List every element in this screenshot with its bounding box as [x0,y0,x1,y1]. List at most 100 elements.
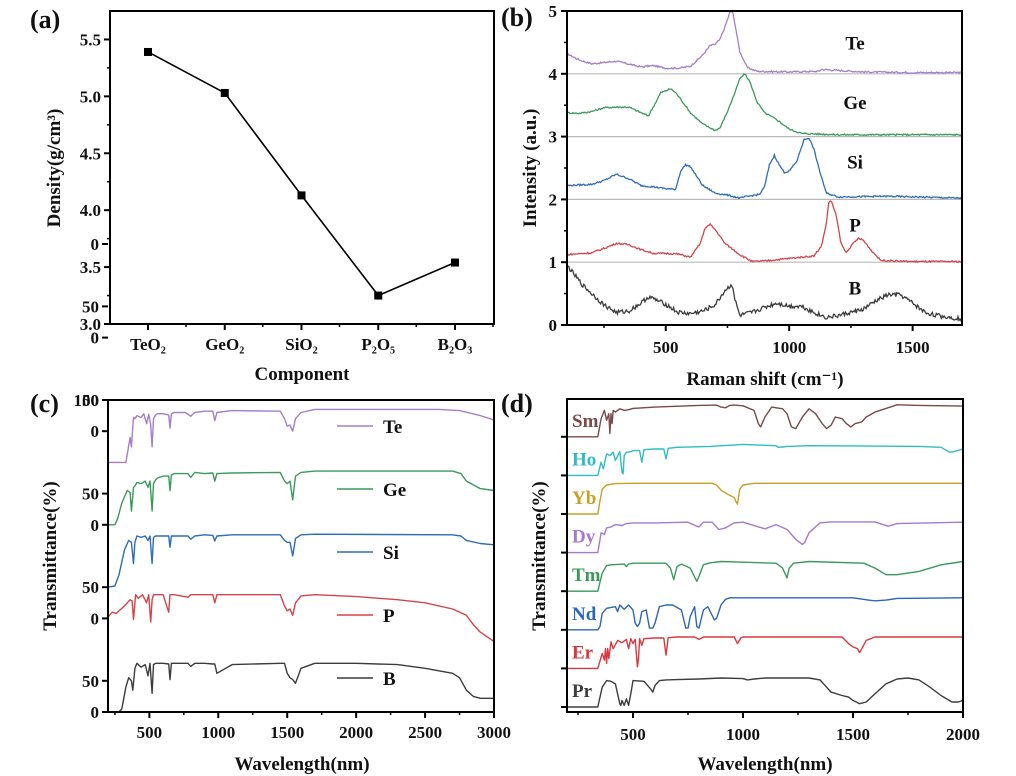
panel-d-transmittance-chart: (d) 500 1000 1500 2000 Sm Ho Yb Dy Tm Nd Er Pr Wav… [501,389,980,775]
panel-a-x-tick-label: P₂O₅ [361,335,395,354]
panel-a-y-tick-label: 3.0 [80,315,101,334]
panel-b-y-tick-label: 4 [549,65,558,84]
panel-c-series-p [107,594,495,643]
panel-c-legend-label: Ge [383,480,406,501]
panel-c-x-axis-label: Wavelength(nm) [234,754,369,775]
panel-c-series-ge [108,470,495,526]
panel-c-y-tick-label: 50 [82,391,99,410]
panel-c-label: (c) [30,389,59,418]
panel-c-x-tick-label: 2000 [339,723,373,742]
panel-b-annotations: Te Ge Si P B [843,33,866,299]
panel-a-x-tick-label: SiO₂ [285,335,318,354]
panel-a-x-tick-label: TeO₂ [130,335,166,354]
panel-b-series [566,10,963,323]
panel-b-y-tick-label: 0 [549,316,558,335]
panel-b-annotation-b: B [849,278,862,299]
panel-b-y-tick-label: 2 [549,190,558,209]
panel-a-label: (a) [30,5,60,34]
panel-d-y-ticks [561,435,567,708]
panel-a-y-tick-label: 3.5 [80,258,101,277]
panel-c-legend-item-te: Te [337,417,402,438]
panel-d-series-er [567,636,963,670]
panel-b-series-p [566,200,963,264]
panel-c-x-tick-label: 1000 [201,723,235,742]
panel-b-label: (b) [501,3,533,32]
panel-c-legend-item-b: B [337,669,396,690]
panel-c-series-si [107,533,495,588]
panel-d-x-axis-label: Wavelength(nm) [697,754,832,775]
panel-d-series [567,404,964,708]
panel-b-y-ticks: 0 1 2 3 4 5 [549,2,567,335]
panel-b-annotation-p: P [849,216,861,237]
panel-d-series-yb [567,482,963,515]
panel-d-series-pr [567,677,964,708]
panel-d-x-tick-label: 2000 [946,725,980,744]
panel-d-series-nd [567,597,964,631]
panel-b-y-tick-label: 1 [549,253,558,272]
panel-c-y-tick-label: 50 [82,297,99,316]
panel-a-x-ticks: TeO₂ GeO₂ SiO₂ P₂O₅ B₂O₃ [130,324,494,354]
panel-a-y-tick-label: 5.5 [80,30,101,49]
panel-d-series-ho [567,443,964,477]
panel-d-x-tick-label: 1500 [836,725,870,744]
panel-c-y-tick-label: 0 [91,516,100,535]
panel-a-density-chart: (a) 3.0 3.5 4.0 4.5 5.0 5.5 TeO₂ GeO₂ SiO₂ P₂O₅ B… [30,5,495,385]
panel-d-y-axis-label: Transmittance(%) [529,481,550,631]
panel-a-plot-frame [109,10,495,325]
panel-b-y-axis-label: Intensity (a.u.) [520,109,541,228]
panel-c-y-tick-label: 50 [82,578,99,597]
panel-b-annotation-ge: Ge [843,93,866,114]
panel-d-label-tm: Tm [572,565,601,586]
panel-d-label-ho: Ho [572,449,596,470]
panel-b-x-ticks: 500 1000 1500 [603,325,930,357]
panel-b-raman-chart: (b) 0 1 2 3 4 5 500 1000 1500 Te Ge Si P B Raman sh… [501,2,963,390]
panel-a-point-2 [297,191,306,200]
panel-b-x-tick-label: 500 [653,338,679,357]
panel-b-annotation-te: Te [845,33,864,54]
panel-d-x-ticks: 500 1000 1500 2000 [577,712,980,744]
panel-a-y-tick-label: 4.5 [80,144,101,163]
panel-a-y-tick-label: 4.0 [80,201,101,220]
panel-c-y-ticks: 0 50 0 50 0 50 0 50 0 50 0 100 [74,235,108,722]
panel-c-y-tick-label: 50 [82,672,99,691]
panel-b-y-tick-label: 5 [549,2,558,21]
panel-a-point-4 [451,258,459,267]
panel-d-label-er: Er [572,642,594,663]
panel-c-y-tick-label: 0 [91,329,100,348]
panel-b-series-ge [566,73,963,137]
panel-c-legend-item-si: Si [337,543,399,564]
panel-c-plot-frame [107,399,495,713]
panel-b-plot-frame [566,10,963,326]
panel-d-label-sm: Sm [572,411,599,432]
panel-b-gridlines [567,73,962,263]
panel-d-series-tm [567,560,964,592]
panel-a-y-ticks: 3.0 3.5 4.0 4.5 5.0 5.5 [80,30,110,334]
panel-b-annotation-si: Si [847,153,863,174]
panel-c-x-tick-label: 500 [137,723,163,742]
panel-b-series-te [566,10,963,75]
panel-c-legend-label: Te [383,417,402,438]
panel-a-density-line [147,51,456,297]
panel-d-x-tick-label: 1000 [726,725,760,744]
panel-c-legend-label: P [383,606,395,627]
panel-d-label-pr: Pr [572,681,593,702]
panel-c-y-tick-label: 0 [91,609,100,628]
panel-a-y-tick-label: 5.0 [80,87,101,106]
panel-c-y-tick-label: 0 [91,703,100,722]
panel-b-series-si [566,137,962,200]
panel-c-legend-item-ge: Ge [337,480,406,501]
panel-b-x-tick-label: 1000 [772,338,806,357]
panel-c-x-tick-label: 2500 [408,723,442,742]
panel-d-label-dy: Dy [572,527,596,548]
panel-c-series-te [108,408,495,464]
panel-a-data [144,47,459,300]
panel-d-label: (d) [501,389,533,418]
panel-a-x-tick-label: B₂O₃ [438,335,473,354]
panel-a-x-axis-label: Component [254,364,350,385]
panel-d-series-sm [567,404,964,438]
panel-d-label-nd: Nd [572,604,597,625]
panel-c-y-axis-label: Transmittance(%) [40,481,61,631]
panel-a-point-3 [374,291,383,300]
panel-c-x-tick-label: 3000 [477,723,511,742]
